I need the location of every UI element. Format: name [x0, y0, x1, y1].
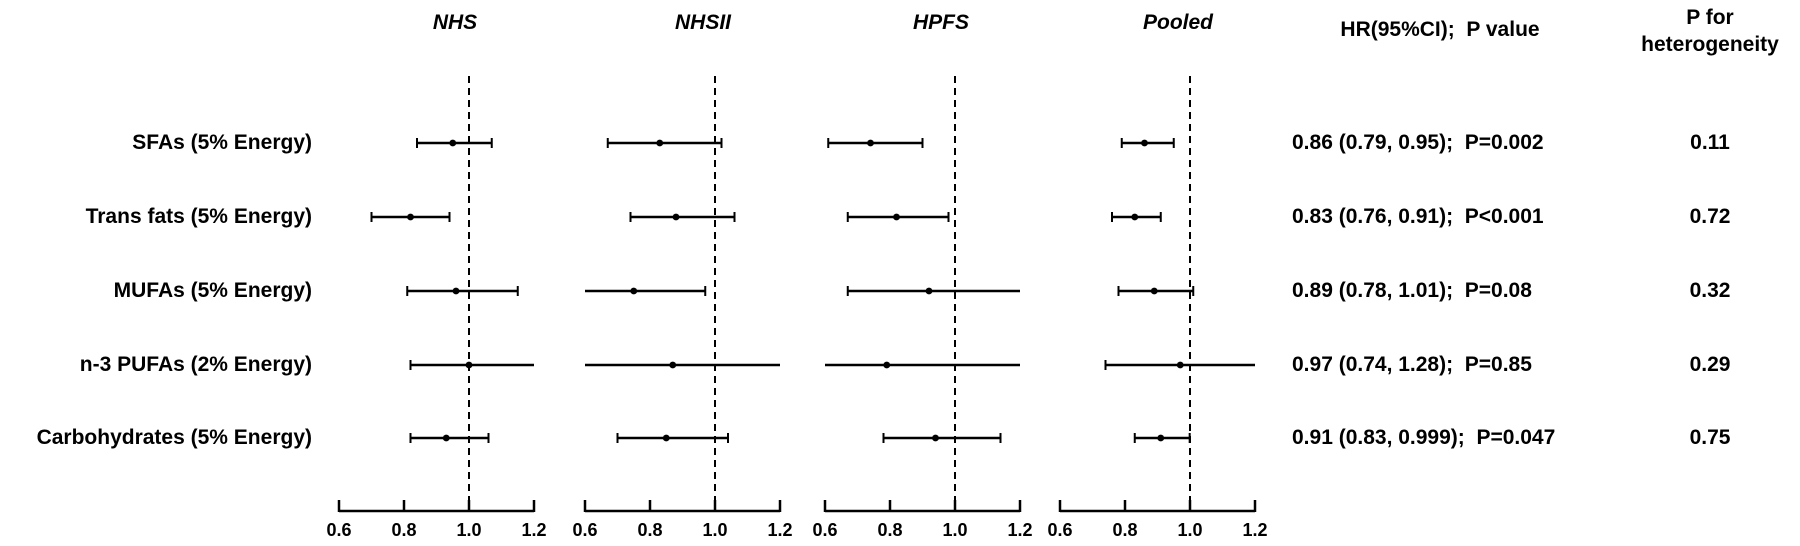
point-marker	[1150, 287, 1158, 295]
panel-header-nhs: NHS	[432, 11, 478, 34]
panel-header-hpfs: HPFS	[912, 11, 969, 34]
point-marker	[1176, 361, 1184, 369]
point-marker	[932, 434, 939, 442]
phet-value-carbohydrates: 0.75	[1689, 426, 1731, 449]
phet-value-sfas: 0.11	[1690, 131, 1730, 154]
point-marker	[465, 361, 473, 369]
row-label-mufas: MUFAs (5% Energy)	[113, 279, 312, 302]
x-axis-tick-label: 1.0	[456, 520, 481, 540]
x-axis-tick-label: 1.0	[1177, 520, 1202, 540]
hr-value-sfas: 0.86 (0.79, 0.95); P=0.002	[1292, 131, 1544, 154]
phet-column-header-line1: P for	[1686, 6, 1734, 29]
point-marker	[449, 139, 457, 147]
x-axis-tick-label: 1.2	[1242, 520, 1267, 540]
hr-column-header: HR(95%CI); P value	[1340, 18, 1540, 41]
phet-value-mufas: 0.32	[1689, 279, 1731, 302]
x-axis-tick-label: 1.2	[767, 520, 792, 540]
point-marker	[1157, 434, 1165, 442]
phet-value-trans-fats: 0.72	[1689, 205, 1731, 228]
point-marker	[662, 434, 670, 442]
x-axis-tick-label: 1.2	[521, 520, 546, 540]
panel-header-pooled: Pooled	[1142, 11, 1213, 34]
x-axis-tick-label: 1.0	[942, 520, 967, 540]
hr-value-mufas: 0.89 (0.78, 1.01); P=0.08	[1292, 279, 1532, 302]
hr-value-trans-fats: 0.83 (0.76, 0.91); P<0.001	[1292, 205, 1544, 228]
phet-column-header-line2: heterogeneity	[1641, 33, 1779, 56]
x-axis-tick-label: 0.6	[1047, 520, 1072, 540]
point-marker	[925, 287, 933, 295]
x-axis-tick-label: 0.8	[391, 520, 416, 540]
point-marker	[1131, 213, 1139, 221]
panel-header-nhsii: NHSII	[674, 11, 731, 34]
point-marker	[630, 287, 638, 295]
row-label-n3-pufas: n-3 PUFAs (2% Energy)	[79, 353, 312, 376]
point-marker	[893, 213, 900, 221]
x-axis-tick-label: 0.6	[326, 520, 351, 540]
x-axis-tick-label: 1.2	[1007, 520, 1032, 540]
x-axis-tick-label: 0.6	[812, 520, 837, 540]
point-marker	[883, 361, 891, 369]
point-marker	[407, 213, 414, 221]
x-axis-tick-label: 0.8	[1112, 520, 1137, 540]
point-marker	[1141, 139, 1148, 147]
x-axis-tick-label: 0.6	[572, 520, 597, 540]
row-label-sfas: SFAs (5% Energy)	[132, 131, 312, 154]
x-axis-tick-label: 0.8	[877, 520, 902, 540]
row-label-trans-fats: Trans fats (5% Energy)	[85, 205, 312, 228]
x-axis-tick-label: 1.0	[702, 520, 727, 540]
hr-value-n3-pufas: 0.97 (0.74, 1.28); P=0.85	[1292, 353, 1532, 376]
point-marker	[442, 434, 450, 442]
hr-value-carbohydrates: 0.91 (0.83, 0.999); P=0.047	[1292, 426, 1556, 449]
point-marker	[656, 139, 664, 147]
point-marker	[669, 361, 677, 369]
row-label-carbohydrates: Carbohydrates (5% Energy)	[36, 426, 312, 449]
phet-value-n3-pufas: 0.29	[1689, 353, 1731, 376]
point-marker	[867, 139, 874, 147]
point-marker	[672, 213, 680, 221]
point-marker	[452, 287, 460, 295]
phet-column-header: P for heterogeneity	[1600, 4, 1800, 58]
x-axis-tick-label: 0.8	[637, 520, 662, 540]
